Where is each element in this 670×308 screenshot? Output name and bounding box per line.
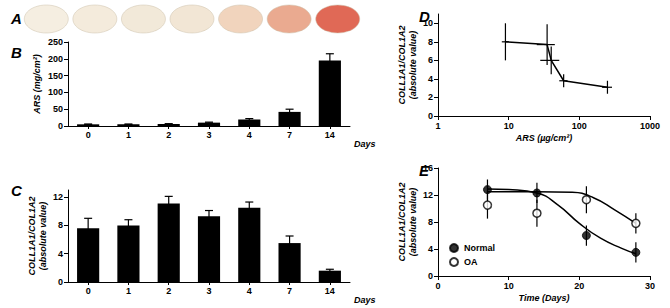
svg-text:0: 0 [86, 130, 91, 140]
svg-text:12: 12 [53, 192, 63, 202]
svg-text:COLL1A1/COL1A2: COLL1A1/COL1A2 [397, 182, 407, 261]
svg-text:4: 4 [247, 286, 252, 296]
svg-text:0: 0 [435, 281, 440, 291]
svg-text:OA: OA [464, 257, 478, 267]
svg-text:2: 2 [428, 92, 433, 102]
svg-text:100: 100 [572, 121, 587, 131]
svg-text:14: 14 [325, 286, 335, 296]
svg-text:7: 7 [287, 286, 292, 296]
svg-text:0: 0 [428, 111, 433, 121]
svg-text:8: 8 [58, 220, 63, 230]
svg-text:(absolute value): (absolute value) [408, 188, 418, 257]
svg-text:3: 3 [206, 130, 211, 140]
svg-text:1: 1 [435, 121, 440, 131]
svg-text:0: 0 [428, 271, 433, 281]
svg-text:10: 10 [504, 121, 514, 131]
svg-text:20: 20 [574, 281, 584, 291]
svg-text:0: 0 [58, 277, 63, 287]
svg-text:4: 4 [58, 249, 63, 259]
svg-text:14: 14 [325, 130, 335, 140]
svg-text:4: 4 [428, 74, 433, 84]
svg-text:1: 1 [126, 130, 131, 140]
svg-text:12: 12 [423, 190, 433, 200]
svg-text:Time (Days): Time (Days) [519, 293, 570, 303]
svg-text:Normal: Normal [464, 243, 495, 253]
svg-text:6: 6 [428, 55, 433, 65]
svg-text:7: 7 [287, 130, 292, 140]
svg-text:0: 0 [86, 286, 91, 296]
svg-text:100: 100 [48, 87, 63, 97]
svg-text:0: 0 [58, 121, 63, 131]
svg-text:2: 2 [166, 130, 171, 140]
svg-text:150: 150 [48, 71, 63, 81]
svg-text:1: 1 [126, 286, 131, 296]
svg-text:(absolute value): (absolute value) [38, 202, 48, 271]
svg-text:COLL1A1/COL1A2: COLL1A1/COL1A2 [27, 196, 37, 275]
svg-text:200: 200 [48, 54, 63, 64]
svg-text:8: 8 [428, 37, 433, 47]
svg-text:4: 4 [247, 130, 252, 140]
svg-text:(absolute value): (absolute value) [408, 31, 418, 100]
svg-text:1000: 1000 [640, 121, 660, 131]
svg-text:A: A [10, 10, 22, 27]
svg-text:COLL1A1/COL1A2: COLL1A1/COL1A2 [397, 25, 407, 104]
svg-text:ARS (mg/cm²): ARS (mg/cm²) [32, 54, 42, 115]
svg-text:250: 250 [48, 37, 63, 47]
svg-text:50: 50 [53, 104, 63, 114]
svg-text:E: E [419, 162, 430, 179]
svg-text:D: D [419, 8, 430, 25]
svg-text:2: 2 [166, 286, 171, 296]
svg-text:Days: Days [354, 139, 376, 149]
svg-text:8: 8 [428, 217, 433, 227]
svg-text:Days: Days [354, 295, 376, 305]
svg-text:30: 30 [645, 281, 655, 291]
svg-text:3: 3 [206, 286, 211, 296]
svg-text:B: B [11, 44, 22, 61]
svg-text:4: 4 [428, 244, 433, 254]
svg-text:10: 10 [504, 281, 514, 291]
svg-text:ARS (µg/cm²): ARS (µg/cm²) [515, 133, 573, 143]
svg-text:C: C [11, 182, 23, 199]
